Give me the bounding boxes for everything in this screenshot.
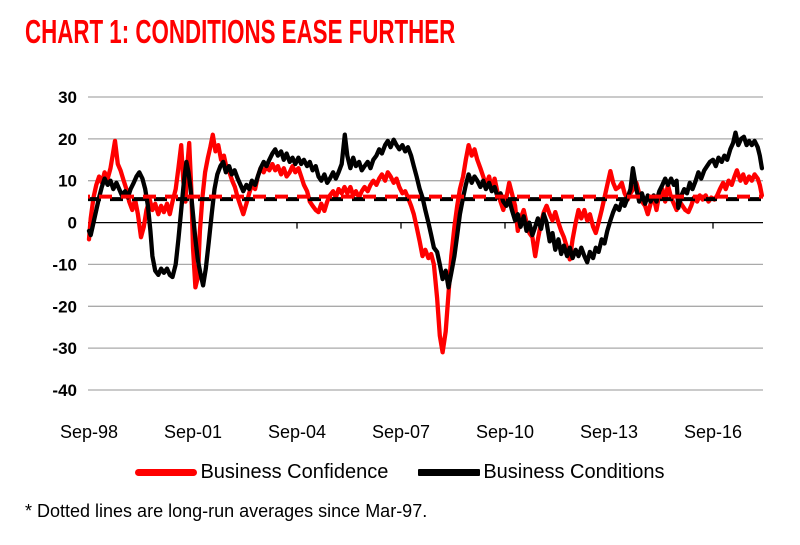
x-axis-tick-label: Sep-01 <box>164 422 222 442</box>
y-axis-tick-label: -40 <box>52 381 77 400</box>
chart-title: CHART 1: CONDITIONS EASE FURTHER <box>25 13 456 51</box>
legend-item-business-conditions: Business Conditions <box>418 461 665 484</box>
x-axis-tick-label: Sep-16 <box>684 422 742 442</box>
red-line-swatch-icon <box>135 469 198 476</box>
y-axis-tick-label: -10 <box>52 255 77 274</box>
y-axis-tick-label: 30 <box>58 88 77 107</box>
x-axis-tick-label: Sep-04 <box>268 422 326 442</box>
black-line-swatch-icon <box>418 469 481 476</box>
chart-footnote: * Dotted lines are long-run averages sin… <box>25 501 428 521</box>
chart-plot-area: 30 20 10 0 -10 -20 -30 -40 Sep-98 Sep-01 Sep-04 Sep… <box>52 88 765 442</box>
y-axis-tick-label: -20 <box>52 297 77 316</box>
x-axis-tick-label: Sep-10 <box>476 422 534 442</box>
x-axis-tick-label: Sep-13 <box>580 422 638 442</box>
legend-item-business-confidence: Business Confidence <box>135 461 388 484</box>
chart-legend: Business Confidence Business Conditions <box>0 461 800 484</box>
series-line-business-confidence <box>86 132 765 355</box>
legend-label-business-confidence: Business Confidence <box>200 461 389 483</box>
y-axis-tick-label: 20 <box>58 130 77 149</box>
legend-label-business-conditions: Business Conditions <box>483 461 665 483</box>
y-axis-tick-label: -30 <box>52 339 77 358</box>
x-axis-tick-label: Sep-98 <box>60 422 118 442</box>
y-axis-tick-label: 0 <box>68 214 77 233</box>
x-axis-tick-label: Sep-07 <box>372 422 430 442</box>
y-axis-tick-label: 10 <box>58 172 77 191</box>
